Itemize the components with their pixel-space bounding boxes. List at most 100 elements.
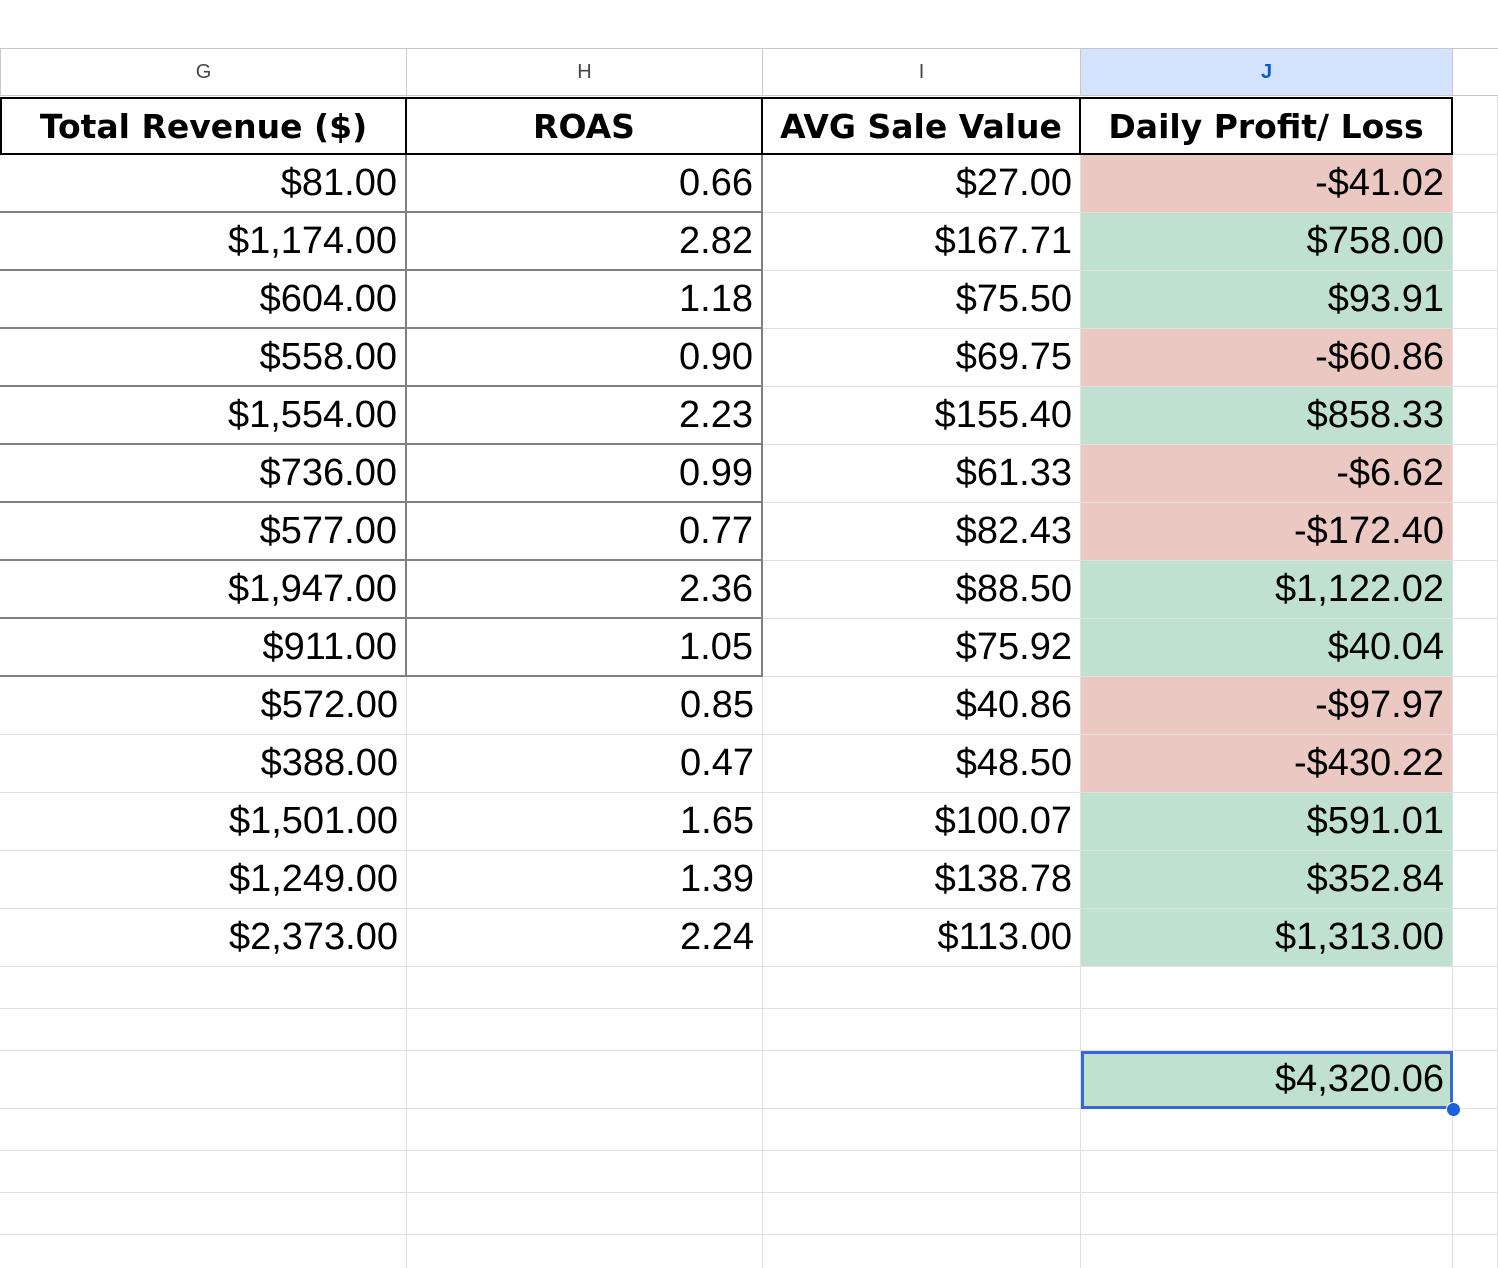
empty-cell[interactable]	[1453, 1151, 1498, 1193]
empty-cell[interactable]	[763, 1151, 1081, 1193]
roas-cell[interactable]: 2.23	[407, 387, 763, 445]
empty-cell[interactable]	[0, 1051, 407, 1109]
revenue-cell[interactable]: $388.00	[0, 735, 407, 793]
header-roas[interactable]: ROAS	[407, 97, 763, 155]
empty-cell[interactable]	[1453, 793, 1498, 851]
empty-cell[interactable]	[1453, 967, 1498, 1009]
revenue-cell[interactable]: $1,249.00	[0, 851, 407, 909]
profit-loss-cell[interactable]: -$97.97	[1081, 677, 1453, 735]
empty-cell[interactable]	[1453, 1193, 1498, 1235]
empty-cell[interactable]	[407, 1151, 763, 1193]
roas-cell[interactable]: 1.65	[407, 793, 763, 851]
avg-sale-cell[interactable]: $48.50	[763, 735, 1081, 793]
revenue-cell[interactable]: $577.00	[0, 503, 407, 561]
roas-cell[interactable]: 0.47	[407, 735, 763, 793]
revenue-cell[interactable]: $2,373.00	[0, 909, 407, 967]
avg-sale-cell[interactable]: $88.50	[763, 561, 1081, 619]
profit-loss-cell[interactable]: -$6.62	[1081, 445, 1453, 503]
empty-cell[interactable]	[1453, 213, 1498, 271]
revenue-cell[interactable]: $1,554.00	[0, 387, 407, 445]
header-total-revenue[interactable]: Total Revenue ($)	[0, 97, 407, 155]
empty-cell[interactable]	[1453, 1009, 1498, 1051]
profit-loss-cell[interactable]: -$41.02	[1081, 155, 1453, 213]
roas-cell[interactable]: 0.90	[407, 329, 763, 387]
empty-cell[interactable]	[407, 1051, 763, 1109]
empty-cell[interactable]	[1081, 1235, 1453, 1268]
empty-cell[interactable]	[1453, 503, 1498, 561]
empty-cell[interactable]	[1453, 387, 1498, 445]
roas-cell[interactable]: 2.82	[407, 213, 763, 271]
roas-cell[interactable]: 1.05	[407, 619, 763, 677]
empty-cell[interactable]	[1453, 1051, 1498, 1109]
empty-cell[interactable]	[0, 1009, 407, 1051]
empty-cell[interactable]	[1453, 97, 1498, 155]
empty-cell[interactable]	[0, 1151, 407, 1193]
empty-cell[interactable]	[763, 1235, 1081, 1268]
empty-cell[interactable]	[1453, 1109, 1498, 1151]
empty-cell[interactable]	[0, 967, 407, 1009]
empty-cell[interactable]	[1453, 909, 1498, 967]
revenue-cell[interactable]: $604.00	[0, 271, 407, 329]
revenue-cell[interactable]: $558.00	[0, 329, 407, 387]
roas-cell[interactable]: 2.24	[407, 909, 763, 967]
revenue-cell[interactable]: $81.00	[0, 155, 407, 213]
empty-cell[interactable]	[1453, 155, 1498, 213]
empty-cell[interactable]	[763, 967, 1081, 1009]
profit-loss-cell[interactable]: $1,122.02	[1081, 561, 1453, 619]
revenue-cell[interactable]: $736.00	[0, 445, 407, 503]
empty-cell[interactable]	[0, 1109, 407, 1151]
roas-cell[interactable]: 2.36	[407, 561, 763, 619]
revenue-cell[interactable]: $911.00	[0, 619, 407, 677]
avg-sale-cell[interactable]: $40.86	[763, 677, 1081, 735]
roas-cell[interactable]: 1.18	[407, 271, 763, 329]
profit-loss-cell[interactable]: $93.91	[1081, 271, 1453, 329]
avg-sale-cell[interactable]: $75.92	[763, 619, 1081, 677]
empty-cell[interactable]	[1453, 329, 1498, 387]
empty-cell[interactable]	[1453, 561, 1498, 619]
avg-sale-cell[interactable]: $100.07	[763, 793, 1081, 851]
empty-cell[interactable]	[1453, 619, 1498, 677]
profit-loss-cell[interactable]: $352.84	[1081, 851, 1453, 909]
empty-cell[interactable]	[763, 1051, 1081, 1109]
avg-sale-cell[interactable]: $138.78	[763, 851, 1081, 909]
roas-cell[interactable]: 0.77	[407, 503, 763, 561]
empty-cell[interactable]	[763, 1193, 1081, 1235]
avg-sale-cell[interactable]: $69.75	[763, 329, 1081, 387]
empty-cell[interactable]	[763, 1009, 1081, 1051]
avg-sale-cell[interactable]: $155.40	[763, 387, 1081, 445]
profit-loss-cell[interactable]: $758.00	[1081, 213, 1453, 271]
empty-cell[interactable]	[1081, 967, 1453, 1009]
empty-cell[interactable]	[407, 967, 763, 1009]
empty-cell[interactable]	[1453, 1235, 1498, 1268]
profit-loss-cell[interactable]: -$430.22	[1081, 735, 1453, 793]
empty-cell[interactable]	[1453, 851, 1498, 909]
revenue-cell[interactable]: $572.00	[0, 677, 407, 735]
empty-cell[interactable]	[407, 1193, 763, 1235]
empty-cell[interactable]	[0, 1235, 407, 1268]
roas-cell[interactable]: 0.99	[407, 445, 763, 503]
profit-loss-cell[interactable]: -$60.86	[1081, 329, 1453, 387]
empty-cell[interactable]	[1453, 445, 1498, 503]
empty-cell[interactable]	[0, 1193, 407, 1235]
empty-cell[interactable]	[1081, 1109, 1453, 1151]
empty-cell[interactable]	[407, 1009, 763, 1051]
empty-cell[interactable]	[1081, 1151, 1453, 1193]
empty-cell[interactable]	[1081, 1009, 1453, 1051]
roas-cell[interactable]: 0.66	[407, 155, 763, 213]
revenue-cell[interactable]: $1,947.00	[0, 561, 407, 619]
avg-sale-cell[interactable]: $167.71	[763, 213, 1081, 271]
header-avg-sale-value[interactable]: AVG Sale Value	[763, 97, 1081, 155]
avg-sale-cell[interactable]: $61.33	[763, 445, 1081, 503]
avg-sale-cell[interactable]: $27.00	[763, 155, 1081, 213]
total-profit-cell[interactable]: $4,320.06	[1081, 1051, 1453, 1109]
empty-cell[interactable]	[763, 1109, 1081, 1151]
profit-loss-cell[interactable]: $40.04	[1081, 619, 1453, 677]
avg-sale-cell[interactable]: $113.00	[763, 909, 1081, 967]
fill-handle[interactable]	[1446, 1102, 1461, 1117]
empty-cell[interactable]	[1081, 1193, 1453, 1235]
column-header-k[interactable]	[1453, 48, 1498, 96]
revenue-cell[interactable]: $1,174.00	[0, 213, 407, 271]
profit-loss-cell[interactable]: $1,313.00	[1081, 909, 1453, 967]
empty-cell[interactable]	[407, 1109, 763, 1151]
profit-loss-cell[interactable]: $858.33	[1081, 387, 1453, 445]
